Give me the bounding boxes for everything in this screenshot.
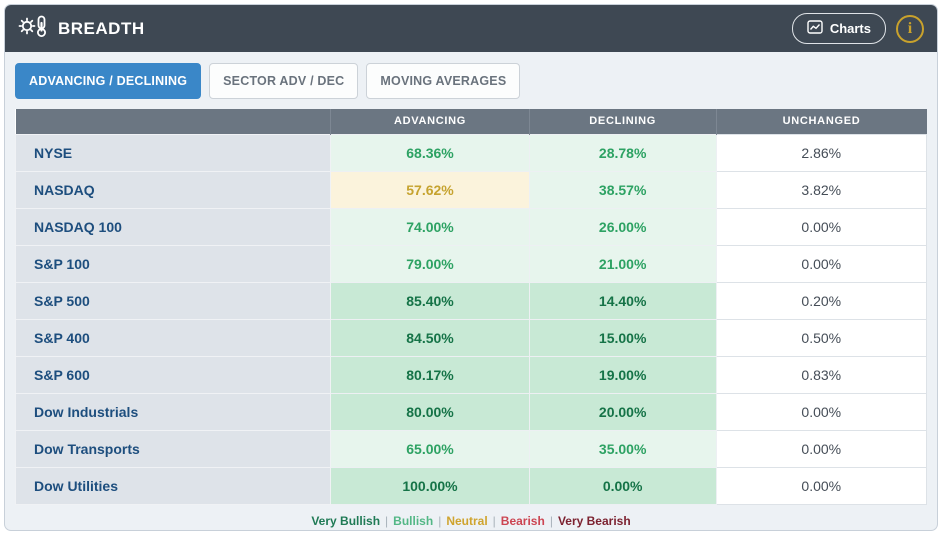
legend-separator: | — [492, 513, 496, 528]
table-row: NYSE 68.36% 28.78% 2.86% — [14, 133, 928, 172]
index-name: S&P 100 — [14, 244, 332, 283]
sentiment-legend: Very Bullish | Bullish | Neutral | Bearish | Ver… — [5, 514, 937, 528]
legend-separator: | — [549, 513, 553, 528]
unchanged-value: 0.20% — [715, 281, 928, 320]
declining-value: 28.78% — [528, 133, 717, 172]
unchanged-value: 0.00% — [715, 466, 928, 505]
table-row: S&P 500 85.40% 14.40% 0.20% — [14, 281, 928, 320]
unchanged-value: 0.00% — [715, 392, 928, 431]
advancing-value: 57.62% — [330, 170, 530, 209]
index-name: Dow Transports — [14, 429, 332, 468]
advancing-value: 85.40% — [330, 281, 530, 320]
legend-item: Very Bearish — [557, 513, 631, 528]
legend-item: Bearish — [500, 513, 545, 528]
header-actions: Charts i — [791, 13, 924, 44]
unchanged-column-header: UNCHANGED — [716, 109, 927, 134]
index-name: S&P 500 — [14, 281, 332, 320]
tab-bar: ADVANCING / DECLINING SECTOR ADV / DEC M… — [15, 63, 927, 99]
declining-value: 14.40% — [528, 281, 717, 320]
unchanged-value: 0.00% — [715, 429, 928, 468]
index-name: NASDAQ — [14, 170, 332, 209]
unchanged-value: 0.83% — [715, 355, 928, 394]
temperature-sun-icon — [18, 14, 50, 43]
table-row: Dow Industrials 80.00% 20.00% 0.00% — [14, 392, 928, 431]
declining-column-header: DECLINING — [529, 109, 717, 134]
legend-item: Bullish — [393, 513, 434, 528]
index-name: NASDAQ 100 — [14, 207, 332, 246]
legend-separator: | — [385, 513, 389, 528]
tab-advancing-declining[interactable]: ADVANCING / DECLINING — [15, 63, 202, 99]
advancing-value: 84.50% — [330, 318, 530, 357]
unchanged-value: 0.00% — [715, 244, 928, 283]
table-row: S&P 100 79.00% 21.00% 0.00% — [14, 244, 928, 283]
index-name: Dow Utilities — [14, 466, 332, 505]
title-wrap: BREADTH — [18, 14, 145, 43]
tab-moving-averages[interactable]: MOVING AVERAGES — [366, 63, 521, 99]
index-name: S&P 600 — [14, 355, 332, 394]
advancing-column-header: ADVANCING — [330, 109, 530, 134]
table-row: S&P 400 84.50% 15.00% 0.50% — [14, 318, 928, 357]
breadth-table: ADVANCING DECLINING UNCHANGED NYSE 68.36%… — [14, 109, 928, 505]
declining-value: 21.00% — [528, 244, 717, 283]
unchanged-value: 2.86% — [715, 133, 928, 172]
charts-button-label: Charts — [829, 21, 871, 36]
advancing-value: 65.00% — [330, 429, 530, 468]
declining-value: 20.00% — [528, 392, 717, 431]
declining-value: 0.00% — [528, 466, 717, 505]
page-title: BREADTH — [58, 18, 145, 38]
declining-value: 26.00% — [528, 207, 717, 246]
advancing-value: 100.00% — [330, 466, 530, 505]
unchanged-value: 0.00% — [715, 207, 928, 246]
breadth-widget: BREADTH Charts i ADVANCING / DECLINING S… — [4, 4, 938, 531]
tab-sector-adv-dec[interactable]: SECTOR ADV / DEC — [209, 63, 359, 99]
unchanged-value: 3.82% — [715, 170, 928, 209]
line-chart-icon — [807, 20, 823, 37]
info-button[interactable]: i — [896, 14, 924, 43]
declining-value: 38.57% — [528, 170, 717, 209]
charts-button[interactable]: Charts — [791, 13, 886, 44]
index-name: Dow Industrials — [14, 392, 332, 431]
table-row: Dow Utilities 100.00% 0.00% 0.00% — [14, 466, 928, 505]
index-name: S&P 400 — [14, 318, 332, 357]
advancing-value: 79.00% — [330, 244, 530, 283]
panel-header: BREADTH Charts i — [5, 5, 937, 52]
legend-item: Neutral — [446, 513, 488, 528]
table-row: Dow Transports 65.00% 35.00% 0.00% — [14, 429, 928, 468]
index-name: NYSE — [14, 133, 332, 172]
advancing-value: 80.17% — [330, 355, 530, 394]
table-row: NASDAQ 57.62% 38.57% 3.82% — [14, 170, 928, 209]
legend-separator: | — [438, 513, 442, 528]
breadth-table-wrap: ADVANCING DECLINING UNCHANGED NYSE 68.36%… — [14, 109, 928, 505]
table-header: ADVANCING DECLINING UNCHANGED — [15, 109, 927, 134]
advancing-value: 68.36% — [330, 133, 530, 172]
index-column-header — [15, 109, 332, 134]
declining-value: 15.00% — [528, 318, 717, 357]
advancing-value: 74.00% — [330, 207, 530, 246]
advancing-value: 80.00% — [330, 392, 530, 431]
legend-item: Very Bullish — [311, 513, 381, 528]
declining-value: 19.00% — [528, 355, 717, 394]
declining-value: 35.00% — [528, 429, 717, 468]
breadth-table-body: NYSE 68.36% 28.78% 2.86% NASDAQ 57.62% 38.57% 3… — [14, 133, 928, 505]
table-row: NASDAQ 100 74.00% 26.00% 0.00% — [14, 207, 928, 246]
unchanged-value: 0.50% — [715, 318, 928, 357]
table-row: S&P 600 80.17% 19.00% 0.83% — [14, 355, 928, 394]
